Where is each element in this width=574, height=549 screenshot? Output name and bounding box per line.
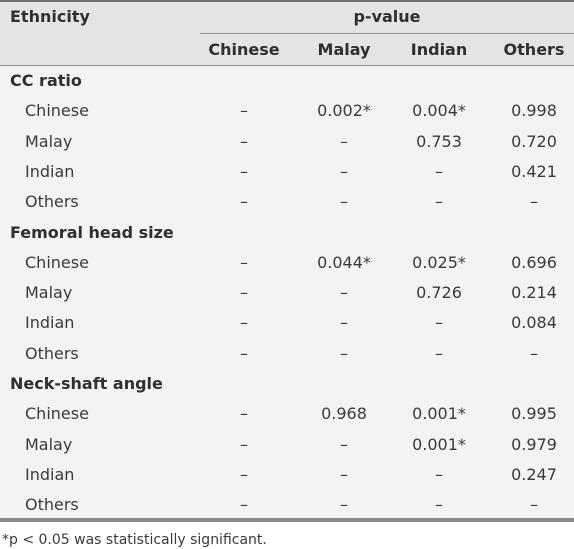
column-header-chinese: Chinese xyxy=(208,40,280,59)
table-cell: – xyxy=(240,192,248,212)
ethnicity-header: Ethnicity xyxy=(10,7,90,26)
table-cell: – xyxy=(340,343,348,363)
table-cell: – xyxy=(435,161,443,181)
table-cell: – xyxy=(340,495,348,515)
bottom-rule xyxy=(0,518,574,522)
pvalue-underline xyxy=(200,33,574,34)
table-cell: – xyxy=(240,283,248,303)
footnote: *p < 0.05 was statistically significant. xyxy=(2,532,267,548)
column-header-indian: Indian xyxy=(410,40,468,59)
table-cell: – xyxy=(340,434,348,454)
table-cell: – xyxy=(340,161,348,181)
pvalue-header: p-value xyxy=(353,7,421,26)
column-header-others: Others xyxy=(503,40,565,59)
table-cell: 0.726 xyxy=(416,283,462,303)
section-title: Femoral head size xyxy=(10,222,174,242)
section-title: Neck-shaft angle xyxy=(10,374,163,393)
table-cell: 0.421 xyxy=(511,161,557,181)
table-cell: 0.002* xyxy=(317,101,371,121)
row-label: Malay xyxy=(25,434,73,454)
table-cell: 0.998 xyxy=(511,101,557,121)
table-cell: 0.753 xyxy=(416,131,462,151)
table-cell: 0.025* xyxy=(412,252,466,272)
top-rule xyxy=(0,0,574,2)
table-cell: – xyxy=(240,464,248,484)
table-cell: – xyxy=(530,343,538,363)
row-label: Malay xyxy=(25,131,73,151)
table-cell: – xyxy=(340,131,348,151)
row-label: Malay xyxy=(25,283,73,303)
table-cell: 0.720 xyxy=(511,131,557,151)
table-cell: 0.995 xyxy=(511,404,557,424)
table-cell: – xyxy=(340,283,348,303)
table-cell: – xyxy=(240,495,248,515)
table-cell: – xyxy=(240,161,248,181)
table-body-background xyxy=(0,66,574,519)
row-label: Others xyxy=(25,343,79,363)
column-header-malay: Malay xyxy=(317,40,371,59)
table-cell: – xyxy=(530,192,538,212)
table-cell: 0.214 xyxy=(511,283,557,303)
table-cell: 0.968 xyxy=(321,404,367,424)
table-cell: – xyxy=(435,495,443,515)
row-label: Others xyxy=(25,192,79,212)
table-cell: – xyxy=(240,101,248,121)
table-cell: – xyxy=(240,434,248,454)
row-label: Indian xyxy=(25,464,75,484)
table-cell: 0.696 xyxy=(511,252,557,272)
table-cell: – xyxy=(435,313,443,333)
table-cell: – xyxy=(340,313,348,333)
table-cell: – xyxy=(435,464,443,484)
table-cell: 0.044* xyxy=(317,252,371,272)
row-label: Indian xyxy=(25,313,75,333)
table-cell: – xyxy=(340,192,348,212)
table-cell: – xyxy=(340,464,348,484)
header-rule xyxy=(0,65,574,66)
table-cell: – xyxy=(435,343,443,363)
table-cell: – xyxy=(240,131,248,151)
table-cell: – xyxy=(435,192,443,212)
row-label: Chinese xyxy=(25,101,89,121)
row-label: Chinese xyxy=(25,252,89,272)
table-cell: 0.247 xyxy=(511,464,557,484)
table-cell: – xyxy=(240,404,248,424)
table-cell: 0.001* xyxy=(412,404,466,424)
table-cell: 0.001* xyxy=(412,434,466,454)
table-cell: 0.979 xyxy=(511,434,557,454)
table-cell: – xyxy=(240,313,248,333)
table-cell: 0.084 xyxy=(511,313,557,333)
section-title: CC ratio xyxy=(10,71,82,90)
table-cell: – xyxy=(240,252,248,272)
row-label: Chinese xyxy=(25,404,89,424)
table-cell: – xyxy=(240,343,248,363)
table-cell: 0.004* xyxy=(412,101,466,121)
row-label: Others xyxy=(25,495,79,515)
table-cell: – xyxy=(530,495,538,515)
row-label: Indian xyxy=(25,161,75,181)
